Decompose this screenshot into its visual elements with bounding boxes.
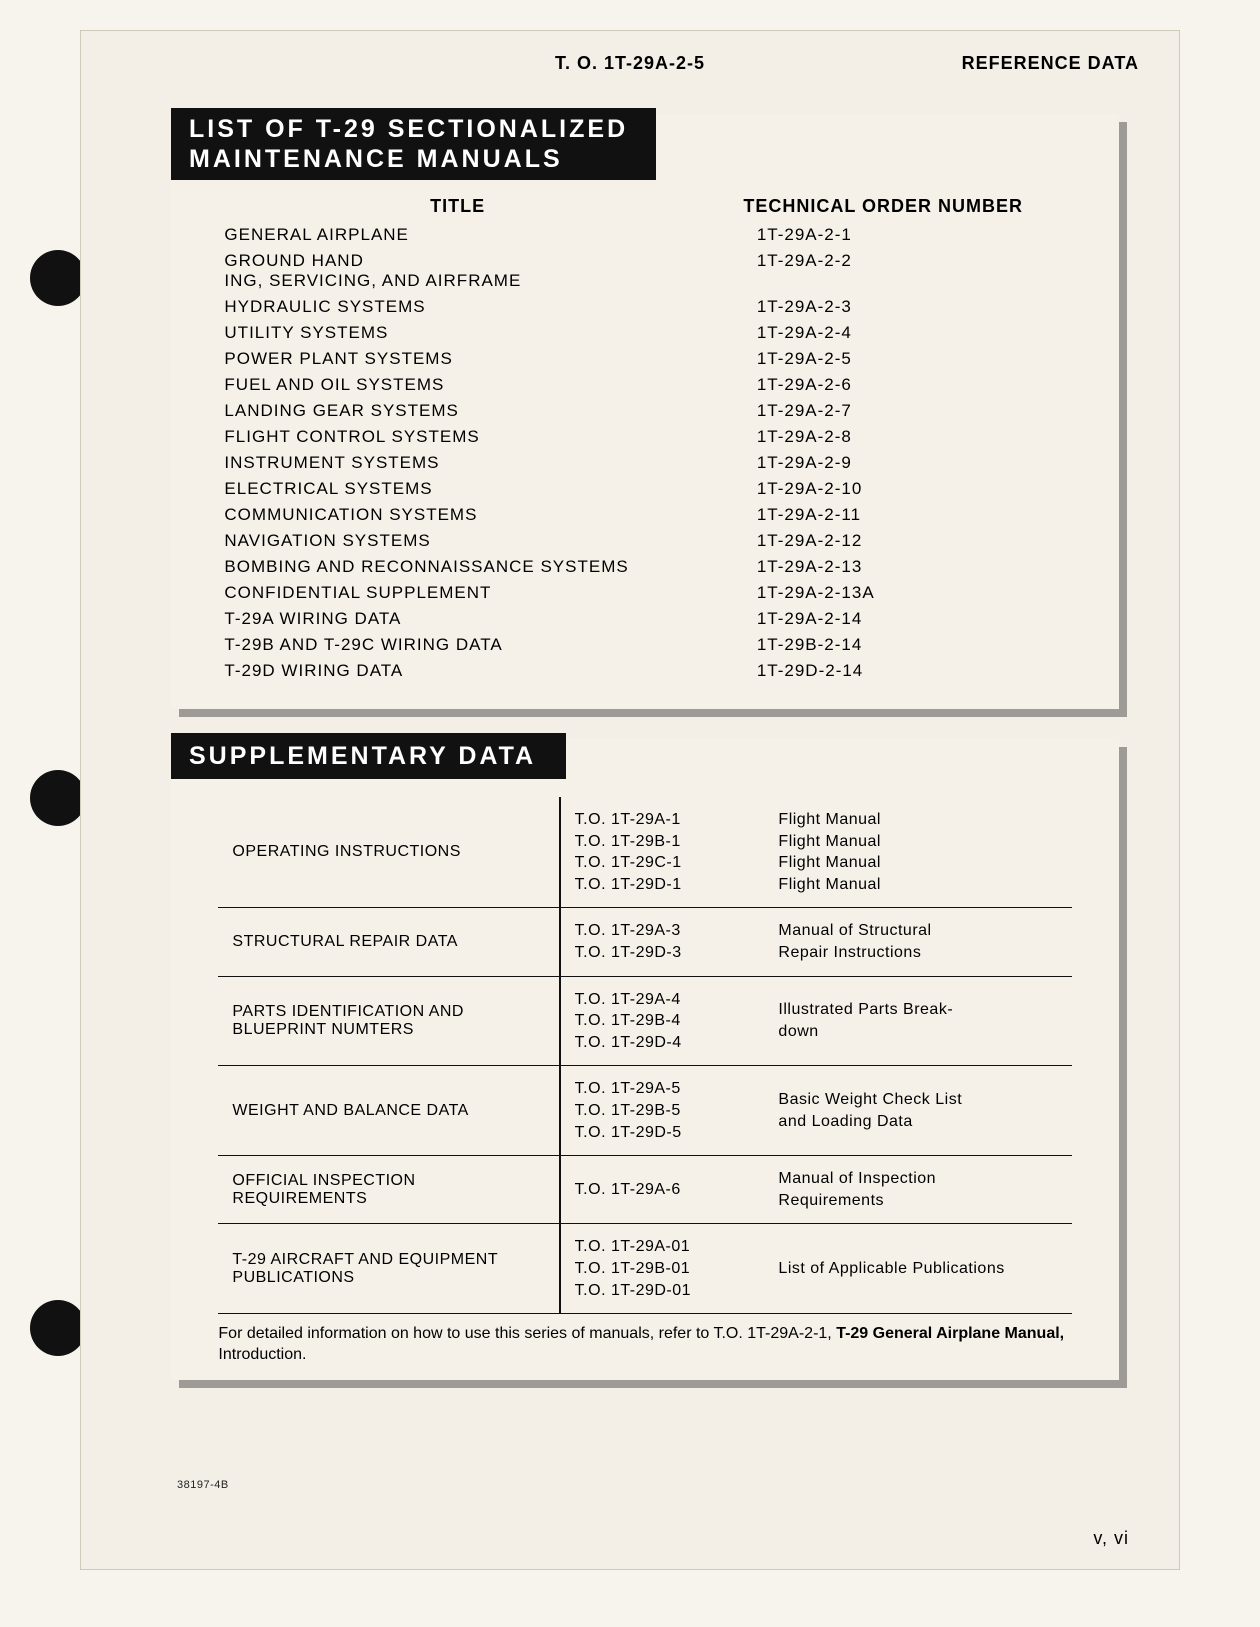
table-row: HYDRAULIC SYSTEMS1T-29A-2-3 [220, 295, 1069, 319]
supp-codes: T.O. 1T-29A-01T.O. 1T-29B-01T.O. 1T-29D-… [560, 1224, 765, 1314]
table-row: LANDING GEAR SYSTEMS1T-29A-2-7 [220, 399, 1069, 423]
manual-title: GENERAL AIRPLANE [220, 223, 694, 247]
supp-category: OFFICIAL INSPECTION REQUIREMENTS [218, 1156, 559, 1224]
supp-codes: T.O. 1T-29A-6 [560, 1156, 765, 1224]
manual-title: GROUND HANDING, SERVICING, AND AIRFRAME [220, 249, 694, 293]
table-row: UTILITY SYSTEMS1T-29A-2-4 [220, 321, 1069, 345]
supplementary-panel: SUPPLEMENTARY DATA OPERATING INSTRUCTION… [171, 739, 1119, 1380]
table-row: T-29 AIRCRAFT AND EQUIPMENT PUBLICATIONS… [218, 1224, 1071, 1314]
footnote-text: Introduction. [218, 1346, 306, 1363]
table-row: GROUND HANDING, SERVICING, AND AIRFRAME1… [220, 249, 1069, 293]
table-row: STRUCTURAL REPAIR DATAT.O. 1T-29A-3T.O. … [218, 908, 1071, 976]
supp-desc: Manual of InspectionRequirements [764, 1156, 1071, 1224]
manual-number: 1T-29A-2-1 [697, 223, 1070, 247]
manual-number: 1T-29A-2-13 [697, 555, 1070, 579]
supp-category: T-29 AIRCRAFT AND EQUIPMENT PUBLICATIONS [218, 1224, 559, 1314]
hole-punch-icon [30, 250, 86, 306]
manual-number: 1T-29A-2-2 [697, 249, 1070, 293]
supp-category: PARTS IDENTIFICATION AND BLUEPRINT NUMTE… [218, 976, 559, 1066]
manual-number: 1T-29A-2-13A [697, 581, 1070, 605]
table-row: T-29D WIRING DATA1T-29D-2-14 [220, 659, 1069, 683]
manual-title: T-29A WIRING DATA [220, 607, 694, 631]
table-row: FLIGHT CONTROL SYSTEMS1T-29A-2-8 [220, 425, 1069, 449]
supp-category: STRUCTURAL REPAIR DATA [218, 908, 559, 976]
manual-title: POWER PLANT SYSTEMS [220, 347, 694, 371]
table-row: OFFICIAL INSPECTION REQUIREMENTST.O. 1T-… [218, 1156, 1071, 1224]
manual-number: 1T-29A-2-8 [697, 425, 1070, 449]
footnote-bold: T-29 General Airplane Manual, [836, 1325, 1064, 1342]
table-row: GENERAL AIRPLANE1T-29A-2-1 [220, 223, 1069, 247]
page: T. O. 1T-29A-2-5 REFERENCE DATA LIST OF … [80, 30, 1180, 1570]
manual-number: 1T-29A-2-11 [697, 503, 1070, 527]
manual-number: 1T-29A-2-12 [697, 529, 1070, 553]
supp-codes: T.O. 1T-29A-1T.O. 1T-29B-1T.O. 1T-29C-1T… [560, 797, 765, 908]
manual-title: HYDRAULIC SYSTEMS [220, 295, 694, 319]
table-row: CONFIDENTIAL SUPPLEMENT1T-29A-2-13A [220, 581, 1069, 605]
manual-number: 1T-29A-2-6 [697, 373, 1070, 397]
col-number: TECHNICAL ORDER NUMBER [697, 196, 1070, 221]
table-row: OPERATING INSTRUCTIONST.O. 1T-29A-1T.O. … [218, 797, 1071, 908]
manual-title: LANDING GEAR SYSTEMS [220, 399, 694, 423]
table-row: WEIGHT AND BALANCE DATAT.O. 1T-29A-5T.O.… [218, 1066, 1071, 1156]
supp-desc: List of Applicable Publications [764, 1224, 1071, 1314]
supp-desc: Flight ManualFlight ManualFlight ManualF… [764, 797, 1071, 908]
table-row: T-29B AND T-29C WIRING DATA1T-29B-2-14 [220, 633, 1069, 657]
table-row: POWER PLANT SYSTEMS1T-29A-2-5 [220, 347, 1069, 371]
footnote-text: For detailed information on how to use t… [218, 1325, 836, 1342]
table-row: COMMUNICATION SYSTEMS1T-29A-2-11 [220, 503, 1069, 527]
supp-codes: T.O. 1T-29A-4T.O. 1T-29B-4T.O. 1T-29D-4 [560, 976, 765, 1066]
col-number-text: TECHNICAL ORDER NUMBER [743, 196, 1023, 216]
banner-line: MAINTENANCE MANUALS [189, 145, 563, 173]
table-row: FUEL AND OIL SYSTEMS1T-29A-2-6 [220, 373, 1069, 397]
hole-punch-icon [30, 1300, 86, 1356]
manual-number: 1T-29D-2-14 [697, 659, 1070, 683]
supplementary-table: OPERATING INSTRUCTIONST.O. 1T-29A-1T.O. … [218, 797, 1071, 1314]
supp-codes: T.O. 1T-29A-3T.O. 1T-29D-3 [560, 908, 765, 976]
supp-category: OPERATING INSTRUCTIONS [218, 797, 559, 908]
manual-title: T-29D WIRING DATA [220, 659, 694, 683]
supp-codes: T.O. 1T-29A-5T.O. 1T-29B-5T.O. 1T-29D-5 [560, 1066, 765, 1156]
supp-desc: Illustrated Parts Break-down [764, 976, 1071, 1066]
table-row: ELECTRICAL SYSTEMS1T-29A-2-10 [220, 477, 1069, 501]
table-row: BOMBING AND RECONNAISSANCE SYSTEMS1T-29A… [220, 555, 1069, 579]
reference-data-label: REFERENCE DATA [962, 53, 1139, 74]
manual-number: 1T-29A-2-14 [697, 607, 1070, 631]
table-row: PARTS IDENTIFICATION AND BLUEPRINT NUMTE… [218, 976, 1071, 1066]
manual-title: BOMBING AND RECONNAISSANCE SYSTEMS [220, 555, 694, 579]
col-title: TITLE [220, 196, 694, 221]
hole-punch-icon [30, 770, 86, 826]
manual-title: INSTRUMENT SYSTEMS [220, 451, 694, 475]
manual-title: CONFIDENTIAL SUPPLEMENT [220, 581, 694, 605]
manual-title: FUEL AND OIL SYSTEMS [220, 373, 694, 397]
manuals-banner: LIST OF T-29 SECTIONALIZED MAINTENANCE M… [171, 108, 656, 180]
manual-number: 1T-29A-2-5 [697, 347, 1070, 371]
manual-number: 1T-29A-2-4 [697, 321, 1070, 345]
print-code: 38197-4B [177, 1479, 229, 1491]
manual-title: T-29B AND T-29C WIRING DATA [220, 633, 694, 657]
banner-line: LIST OF T-29 SECTIONALIZED [189, 115, 628, 143]
supp-desc: Basic Weight Check Listand Loading Data [764, 1066, 1071, 1156]
supp-category: WEIGHT AND BALANCE DATA [218, 1066, 559, 1156]
table-row: NAVIGATION SYSTEMS1T-29A-2-12 [220, 529, 1069, 553]
manual-title: FLIGHT CONTROL SYSTEMS [220, 425, 694, 449]
manual-number: 1T-29B-2-14 [697, 633, 1070, 657]
manual-title: ELECTRICAL SYSTEMS [220, 477, 694, 501]
manual-title: UTILITY SYSTEMS [220, 321, 694, 345]
page-number: v, vi [1093, 1528, 1129, 1549]
supplementary-banner: SUPPLEMENTARY DATA [171, 733, 566, 779]
manuals-table: TITLE TECHNICAL ORDER NUMBER GENERAL AIR… [218, 194, 1071, 685]
manual-number: 1T-29A-2-3 [697, 295, 1070, 319]
footnote: For detailed information on how to use t… [218, 1324, 1071, 1366]
manual-title: COMMUNICATION SYSTEMS [220, 503, 694, 527]
manual-number: 1T-29A-2-9 [697, 451, 1070, 475]
page-header: T. O. 1T-29A-2-5 REFERENCE DATA [81, 31, 1179, 84]
manual-number: 1T-29A-2-10 [697, 477, 1070, 501]
table-row: T-29A WIRING DATA1T-29A-2-14 [220, 607, 1069, 631]
supp-desc: Manual of StructuralRepair Instructions [764, 908, 1071, 976]
manuals-panel: LIST OF T-29 SECTIONALIZED MAINTENANCE M… [171, 114, 1119, 709]
manual-title: NAVIGATION SYSTEMS [220, 529, 694, 553]
table-row: INSTRUMENT SYSTEMS1T-29A-2-9 [220, 451, 1069, 475]
manual-number: 1T-29A-2-7 [697, 399, 1070, 423]
